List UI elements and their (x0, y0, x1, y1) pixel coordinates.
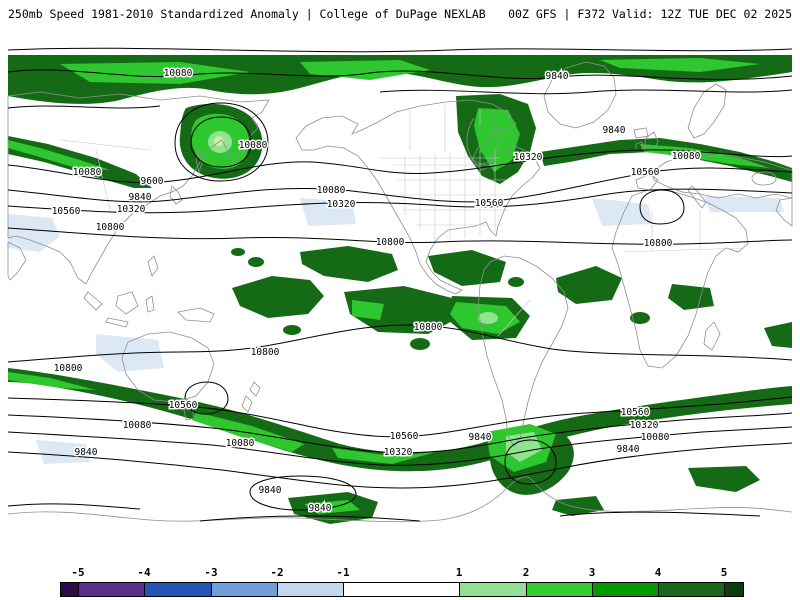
contour-label: 10560 (621, 407, 650, 418)
contour-label: 9840 (259, 485, 282, 496)
contour-label: 10560 (631, 167, 660, 178)
contour-label: 10080 (123, 420, 152, 431)
contour-label: 10080 (641, 432, 670, 443)
contour-label: 10800 (54, 363, 83, 374)
positive-anomaly-shading-bright (8, 58, 770, 514)
colorbar-tick-label: -4 (137, 566, 151, 579)
contour-label: 10080 (239, 140, 268, 151)
contour-label: 10080 (164, 68, 193, 79)
map-title: 250mb Speed 1981-2010 Standardized Anoma… (8, 7, 486, 21)
contour-label: 10080 (317, 185, 346, 196)
contour-label: 9840 (75, 447, 98, 458)
colorbar-segment (725, 583, 743, 596)
colorbar-tick-label: 5 (720, 566, 728, 579)
colorbar-segment (61, 583, 79, 596)
colorbar-tick-label: -3 (204, 566, 218, 579)
colorbar-segment (278, 583, 344, 596)
contour-label: 10320 (327, 199, 356, 210)
coastlines (7, 61, 793, 523)
colorbar-tick-label: 4 (654, 566, 662, 579)
colorbar-segment (460, 583, 527, 596)
colorbar-tick-label: -5 (71, 566, 85, 579)
contour-label: 10320 (514, 152, 543, 163)
contour-label: 10320 (384, 447, 413, 458)
contour-label: 9600 (141, 176, 164, 187)
colorbar-tick-label: -2 (270, 566, 284, 579)
contour-label: 10560 (169, 400, 198, 411)
contour-label: 10800 (644, 238, 673, 249)
contour-label: 10320 (117, 204, 146, 215)
contour-label: 10560 (52, 206, 81, 217)
contour-label: 10080 (73, 167, 102, 178)
contour-label: 9840 (603, 125, 626, 136)
colorbar-tick-label: 2 (522, 566, 530, 579)
contour-label: 10560 (390, 431, 419, 442)
contour-label: 9840 (617, 444, 640, 455)
colorbar-tick-label: 1 (455, 566, 463, 579)
colorbar-tick-label: -1 (336, 566, 350, 579)
contour-label: 9840 (309, 503, 332, 514)
colorbar (60, 582, 744, 597)
model-run-info: 00Z GFS | F372 Valid: 12Z TUE DEC 02 202… (508, 7, 792, 21)
contour-label: 10080 (672, 151, 701, 162)
contour-label: 10800 (251, 347, 280, 358)
colorbar-segment (659, 583, 725, 596)
contour-label: 10800 (376, 237, 405, 248)
colorbar-tick-label: 3 (588, 566, 596, 579)
contour-label: 10800 (414, 322, 443, 333)
contour-label: 9840 (546, 71, 569, 82)
colorbar-segment (145, 583, 212, 596)
contour-label: 9840 (129, 192, 152, 203)
contour-label: 10560 (475, 198, 504, 209)
contour-label: 10320 (630, 420, 659, 431)
contour-label: 10800 (96, 222, 125, 233)
contour-label: 9840 (469, 432, 492, 443)
colorbar-segment (212, 583, 278, 596)
political-borders (59, 105, 745, 337)
colorbar-segment (593, 583, 659, 596)
colorbar-segment (79, 583, 145, 596)
colorbar-segment (527, 583, 593, 596)
contour-label: 10080 (226, 438, 255, 449)
height-contours (7, 47, 793, 522)
contour-labels: 10080 98401008098401032010080960098401056… (50, 67, 702, 516)
colorbar-segment (344, 583, 460, 596)
